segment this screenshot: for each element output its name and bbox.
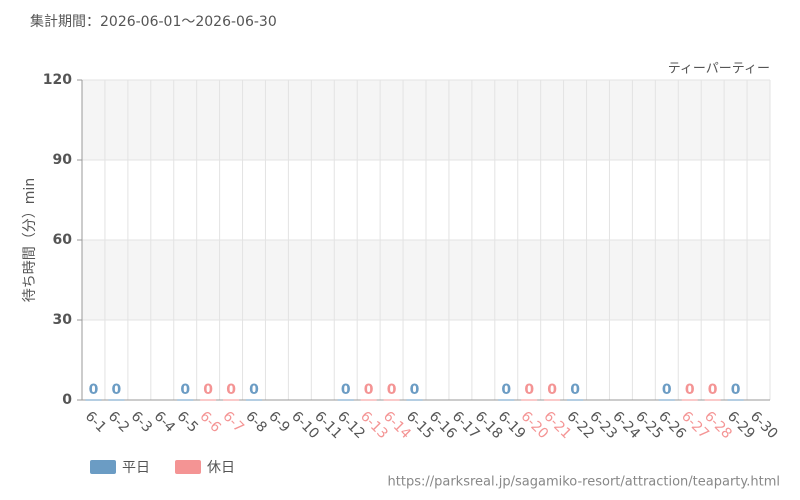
bar <box>544 399 561 401</box>
x-tick-label: 6-6 <box>196 408 224 436</box>
y-tick-label: 60 <box>53 232 73 248</box>
data-label: 0 <box>89 382 99 398</box>
bar <box>337 399 354 401</box>
data-label: 0 <box>410 382 420 398</box>
data-label: 0 <box>662 382 672 398</box>
x-tick-label: 6-4 <box>151 408 179 436</box>
data-label: 0 <box>180 382 190 398</box>
data-label: 0 <box>547 382 557 398</box>
y-axis-label: 待ち時間（分）min <box>22 178 38 302</box>
legend-label: 休日 <box>207 460 235 476</box>
data-label: 0 <box>708 382 718 398</box>
data-label: 0 <box>570 382 580 398</box>
bar <box>681 399 698 401</box>
bar <box>245 399 263 401</box>
x-tick-label: 6-7 <box>219 408 246 435</box>
legend-swatch <box>175 460 201 474</box>
data-label: 0 <box>387 382 397 398</box>
data-label: 0 <box>364 382 374 398</box>
x-tick-label: 6-2 <box>105 408 132 435</box>
data-label: 0 <box>112 382 122 398</box>
y-tick-label: 0 <box>62 392 72 408</box>
bar <box>658 399 675 401</box>
y-tick-label: 120 <box>43 72 72 88</box>
bar <box>383 399 400 401</box>
x-tick-label: 6-1 <box>82 408 109 435</box>
y-tick-label: 90 <box>53 152 73 168</box>
bar <box>498 399 515 401</box>
x-tick-label: 6-5 <box>174 408 201 435</box>
data-label: 0 <box>203 382 213 398</box>
data-label: 0 <box>685 382 695 398</box>
data-label: 0 <box>501 382 511 398</box>
data-label: 0 <box>249 382 259 398</box>
legend-label: 平日 <box>122 460 150 476</box>
data-label: 0 <box>524 382 534 398</box>
chart-title: 集計期間：2026-06-01～2026-06-30 <box>30 13 277 30</box>
bar <box>521 399 538 401</box>
bar <box>360 399 377 401</box>
bar <box>567 399 584 401</box>
bar <box>85 399 102 401</box>
bar <box>200 399 217 401</box>
bar <box>406 399 423 401</box>
y-tick-label: 30 <box>53 312 73 328</box>
legend-swatch <box>90 460 116 474</box>
x-tick-label: 6-9 <box>265 408 292 435</box>
data-label: 0 <box>731 382 741 398</box>
bar <box>108 399 125 401</box>
bar <box>223 399 240 401</box>
bar <box>704 399 721 401</box>
bar <box>177 399 194 401</box>
bar <box>727 399 744 401</box>
x-tick-label: 6-8 <box>242 408 269 435</box>
data-label: 0 <box>226 382 236 398</box>
data-label: 0 <box>341 382 351 398</box>
x-tick-label: 6-3 <box>128 408 155 435</box>
source-url: https://parksreal.jp/sagamiko-resort/att… <box>388 475 780 490</box>
chart-subtitle: ティーパーティー <box>668 62 770 77</box>
